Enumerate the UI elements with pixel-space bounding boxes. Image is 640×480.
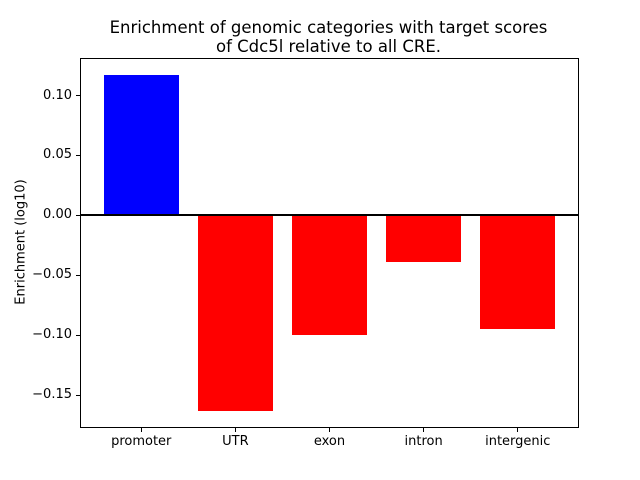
zero-line — [81, 214, 578, 217]
plot-area — [80, 58, 579, 428]
y-tick-mark — [76, 214, 80, 216]
y-tick-label: −0.10 — [32, 327, 72, 343]
x-tick-label-promoter: promoter — [111, 434, 172, 449]
x-tick-label-UTR: UTR — [222, 434, 249, 449]
x-tick-label-intergenic: intergenic — [485, 434, 551, 449]
y-tick-label: 0.10 — [43, 87, 72, 103]
y-tick-mark — [76, 95, 80, 97]
y-tick-label: 0.05 — [43, 147, 72, 163]
chart-title-line2: of Cdc5l relative to all CRE. — [215, 37, 441, 56]
x-tick-mark — [517, 428, 519, 432]
bar-UTR — [197, 215, 274, 411]
x-tick-label-exon: exon — [313, 434, 346, 449]
x-tick-mark — [329, 428, 330, 432]
y-tick-label: −0.05 — [32, 267, 72, 283]
bar-intron — [385, 215, 462, 263]
chart-title-line1: Enrichment of genomic categories with ta… — [109, 18, 548, 37]
bar-exon — [291, 215, 368, 336]
x-tick-label-intron: intron — [404, 434, 443, 449]
bar-intergenic — [480, 215, 556, 330]
y-tick-label: −0.15 — [32, 387, 72, 403]
y-tick-mark — [76, 394, 80, 396]
x-tick-mark — [423, 428, 425, 432]
y-tick-mark — [76, 274, 80, 276]
chart-title: Enrichment of genomic categories with ta… — [80, 18, 577, 56]
x-tick-mark — [140, 428, 142, 432]
y-axis-label: Enrichment (log10) — [13, 179, 29, 305]
y-tick-mark — [76, 154, 80, 156]
y-tick-mark — [76, 334, 80, 336]
x-tick-mark — [234, 428, 236, 432]
y-tick-label: 0.00 — [43, 207, 72, 223]
bar-promoter — [103, 75, 179, 216]
